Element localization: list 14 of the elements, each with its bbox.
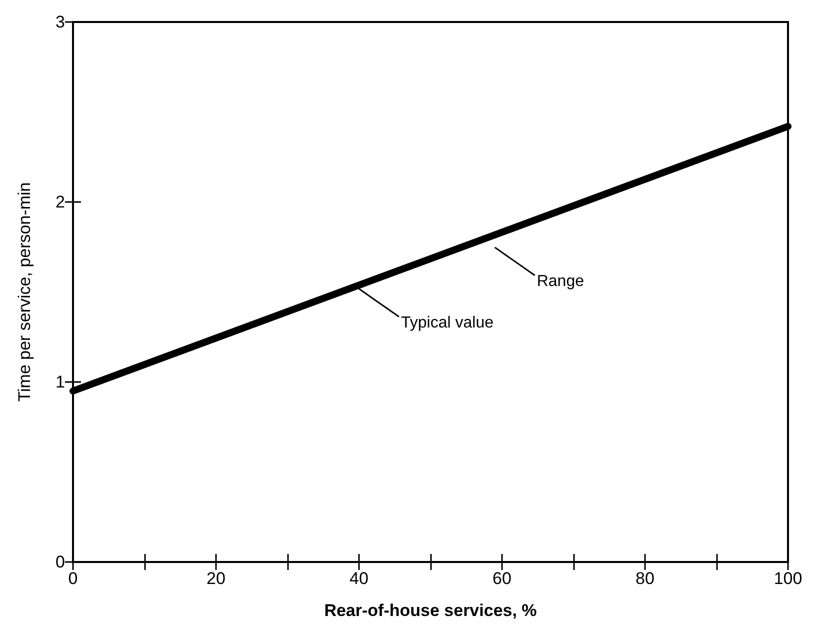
x-tick-label: 100 bbox=[774, 569, 802, 588]
x-tick-label: 20 bbox=[206, 569, 226, 588]
x-tick-label: 40 bbox=[350, 569, 368, 588]
x-tick-label: 80 bbox=[636, 569, 654, 588]
annotation: Range bbox=[536, 272, 584, 290]
x-axis-title: Rear-of-house services, % bbox=[324, 601, 537, 620]
y-tick-label: 1 bbox=[56, 372, 65, 392]
annotation: Typical value bbox=[401, 314, 494, 332]
x-tick-label: 0 bbox=[68, 569, 78, 588]
x-tick-label: 60 bbox=[492, 569, 512, 588]
y-axis-title: Time per service, person-min bbox=[15, 182, 34, 402]
y-tick-label: 0 bbox=[56, 552, 65, 572]
y-tick-label: 3 bbox=[56, 12, 65, 32]
y-tick-label: 2 bbox=[56, 192, 65, 212]
